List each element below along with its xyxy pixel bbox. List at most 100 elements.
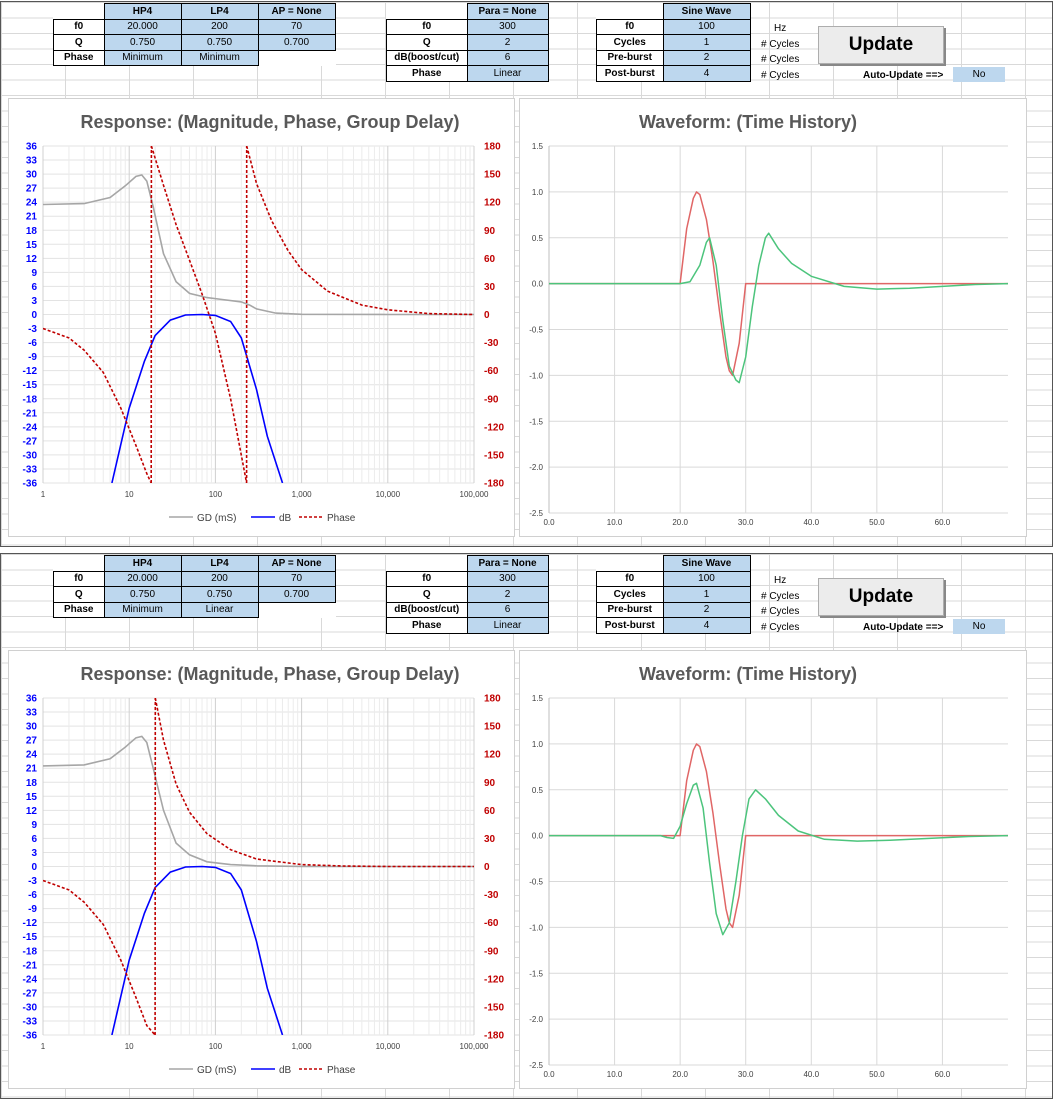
y-left-tick-label: -3	[28, 876, 37, 887]
legend-gd: GD (mS)	[197, 513, 236, 524]
response-chart-svg: Response: (Magnitude, Phase, Group Delay…	[23, 112, 505, 524]
y-right-tick-label: 60	[484, 254, 496, 265]
y-left-tick-label: 21	[26, 764, 38, 775]
para-q-cell[interactable]: 2	[466, 586, 549, 603]
sine-postburst-cell[interactable]: 4	[662, 617, 751, 634]
y-left-tick-label: 18	[26, 226, 38, 237]
response-chart: Response: (Magnitude, Phase, Group Delay…	[8, 650, 515, 1089]
waveform-chart-title: Waveform: (Time History)	[639, 112, 857, 132]
lp4-phase-cell[interactable]: Linear	[180, 601, 259, 618]
hp4-f0-cell[interactable]: 20.000	[103, 18, 182, 35]
y-left-tick-label: 21	[26, 212, 38, 223]
y-left-tick-label: 24	[26, 198, 38, 209]
sine-cycles-cell[interactable]: 1	[662, 586, 751, 603]
response-legend: GD (mS) dB Phase	[169, 1065, 356, 1076]
unit-cycles: # Cycles	[761, 39, 800, 50]
lp4-q-cell[interactable]: 0.750	[180, 586, 259, 603]
x-tick-label: 40.0	[803, 518, 819, 527]
y-left-tick-label: -27	[23, 436, 38, 447]
sine-f0-cell[interactable]: 100	[662, 18, 751, 35]
x-tick-label: 30.0	[738, 518, 754, 527]
y-tick-label: -1.0	[529, 371, 543, 380]
sine-f0-cell[interactable]: 100	[662, 570, 751, 587]
y-tick-label: 1.5	[532, 694, 544, 703]
y-right-tick-label: -150	[484, 1002, 504, 1013]
y-left-tick-label: -30	[23, 1002, 38, 1013]
y-left-tick-label: -33	[23, 1016, 38, 1027]
response-legend: GD (mS) dB Phase	[169, 513, 356, 524]
update-button[interactable]: Update	[818, 578, 944, 616]
y-right-tick-label: 0	[484, 862, 490, 873]
y-right-tick-label: 150	[484, 170, 501, 181]
hp4-phase-cell[interactable]: Minimum	[103, 601, 182, 618]
ap-f0-cell[interactable]: 70	[257, 18, 336, 35]
waveform-chart: Waveform: (Time History) 1.5 1.0 0.5 0.0 -0.…	[519, 98, 1027, 537]
sine-preburst-cell[interactable]: 2	[662, 49, 751, 66]
x-tick-label: 0.0	[543, 518, 555, 527]
legend-gd: GD (mS)	[197, 1065, 236, 1076]
waveform-chart-title: Waveform: (Time History)	[639, 664, 857, 684]
sine-postburst-cell[interactable]: 4	[662, 65, 751, 82]
y-right-tick-label: 30	[484, 282, 496, 293]
legend-db: dB	[279, 1065, 292, 1076]
x-tick-label: 1,000	[292, 1042, 313, 1051]
hp4-q-cell[interactable]: 0.750	[103, 34, 182, 51]
para-db-cell[interactable]: 6	[466, 49, 549, 66]
lp4-f0-cell[interactable]: 200	[180, 570, 259, 587]
waveform-plot-area: 1.51.00.50.0-0.5-1.0-1.5-2.0-2.50.0 10.0 2…	[529, 694, 1009, 1079]
ap-q-cell[interactable]: 0.700	[257, 586, 336, 603]
legend-phase: Phase	[327, 1065, 356, 1076]
y-right-tick-label: 120	[484, 750, 501, 761]
f0-label: f0	[53, 570, 105, 587]
para-db-cell[interactable]: 6	[466, 601, 549, 618]
lp4-f0-cell[interactable]: 200	[180, 18, 259, 35]
y-left-tick-label: 15	[26, 792, 38, 803]
ap-q-cell[interactable]: 0.700	[257, 34, 336, 51]
x-tick-label: 10	[125, 1042, 134, 1051]
para-q-cell[interactable]: 2	[466, 34, 549, 51]
y-left-tick-label: 33	[26, 156, 38, 167]
para-f0-cell[interactable]: 300	[466, 570, 549, 587]
sine-cycles-cell[interactable]: 1	[662, 34, 751, 51]
y-left-tick-label: -18	[23, 946, 38, 957]
y-left-tick-label: -24	[23, 422, 38, 433]
ap-f0-cell[interactable]: 70	[257, 570, 336, 587]
response-plot-area: 3633302724211815129630-3-6-9-12-15-18-21…	[23, 694, 505, 1052]
sine-header: Sine Wave	[662, 555, 751, 572]
para-phase-label: Phase	[386, 617, 468, 634]
hp4-f0-cell[interactable]: 20.000	[103, 570, 182, 587]
auto-update-value[interactable]: No	[953, 619, 1005, 634]
y-tick-label: -0.5	[529, 878, 543, 887]
lp4-q-cell[interactable]: 0.750	[180, 34, 259, 51]
lp4-header: LP4	[180, 3, 259, 20]
series-gd-ms	[43, 174, 474, 316]
sine-preburst-cell[interactable]: 2	[662, 601, 751, 618]
response-chart-title: Response: (Magnitude, Phase, Group Delay…	[80, 112, 459, 132]
y-left-tick-label: -15	[23, 380, 38, 391]
para-phase-cell[interactable]: Linear	[466, 65, 549, 82]
auto-update-value[interactable]: No	[953, 67, 1005, 82]
auto-update-label: Auto-Update ==>	[863, 622, 944, 633]
y-right-tick-label: -90	[484, 394, 499, 405]
para-f0-cell[interactable]: 300	[466, 18, 549, 35]
hp4-phase-cell[interactable]: Minimum	[103, 49, 182, 66]
update-button[interactable]: Update	[818, 26, 944, 64]
y-left-tick-label: 36	[26, 142, 38, 153]
y-right-tick-label: -150	[484, 450, 504, 461]
response-chart-title: Response: (Magnitude, Phase, Group Delay…	[80, 664, 459, 684]
legend-phase: Phase	[327, 513, 356, 524]
panel-1: HP4 LP4 AP = None f0 20.000 200 70 Q 0.7…	[0, 1, 1053, 547]
x-tick-label: 30.0	[738, 1070, 754, 1079]
y-left-tick-label: 30	[26, 170, 38, 181]
hp4-q-cell[interactable]: 0.750	[103, 586, 182, 603]
y-right-tick-label: 180	[484, 694, 501, 705]
y-left-tick-label: -33	[23, 464, 38, 475]
y-left-tick-label: 24	[26, 750, 38, 761]
y-left-tick-label: 27	[26, 184, 38, 195]
y-left-tick-label: 3	[31, 848, 37, 859]
filter-table: HP4 LP4 AP = None f0 20.000 200 70 Q 0.7…	[53, 3, 336, 66]
y-tick-label: 0.0	[532, 832, 544, 841]
para-phase-cell[interactable]: Linear	[466, 617, 549, 634]
lp4-phase-cell[interactable]: Minimum	[180, 49, 259, 66]
y-left-tick-label: 6	[31, 834, 37, 845]
